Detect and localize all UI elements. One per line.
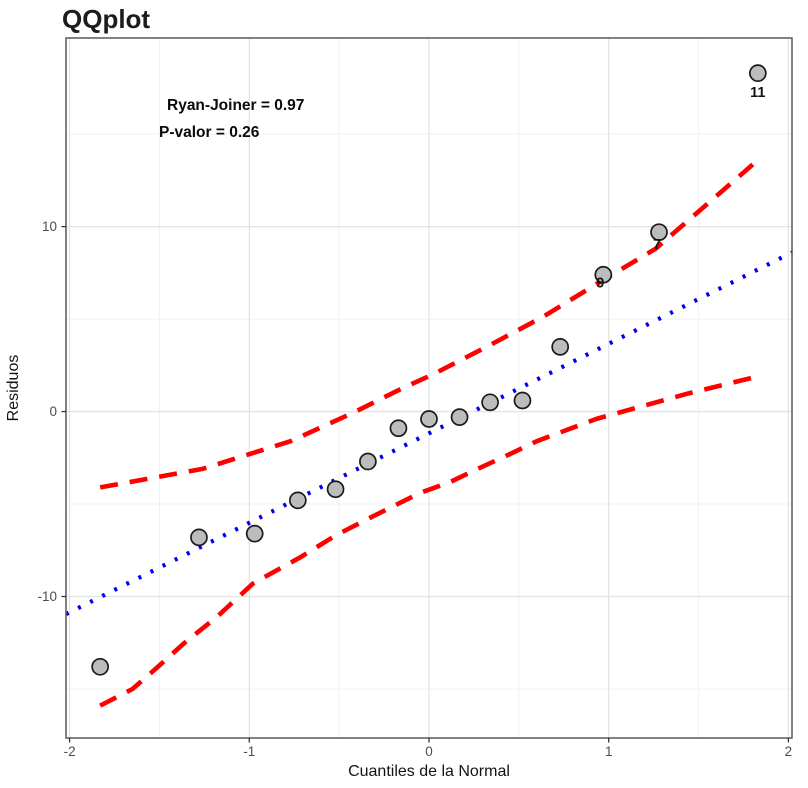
plot-title: QQplot xyxy=(62,4,151,34)
data-point xyxy=(245,524,264,543)
annotation-p-valor: P-valor = 0.26 xyxy=(159,124,260,141)
data-point xyxy=(481,393,499,412)
data-point xyxy=(288,491,307,510)
x-tick-label: 1 xyxy=(605,744,613,759)
y-tick-label: 10 xyxy=(42,219,57,234)
y-tick-label: -10 xyxy=(37,589,57,604)
x-axis-title: Cuantiles de la Normal xyxy=(348,763,510,780)
x-tick-label: 2 xyxy=(785,744,793,759)
upper-confidence-band xyxy=(99,158,760,490)
data-point xyxy=(420,410,438,428)
data-point xyxy=(749,64,767,82)
data-point xyxy=(594,265,613,284)
data-point xyxy=(190,528,208,547)
annotation-ryan-joiner: Ryan-Joiner = 0.97 xyxy=(167,97,305,114)
point-label: 7 xyxy=(653,237,661,253)
x-tick-label: -2 xyxy=(64,744,76,759)
data-point xyxy=(551,338,570,356)
x-tick-label: -1 xyxy=(243,744,255,759)
data-point xyxy=(450,408,469,426)
x-tick-label: 0 xyxy=(425,744,433,759)
data-point xyxy=(359,452,377,471)
point-label: 9 xyxy=(596,276,604,292)
y-axis-title: Residuos xyxy=(5,354,22,422)
point-label: 11 xyxy=(750,85,765,101)
lower-confidence-band xyxy=(99,374,759,708)
data-point xyxy=(389,419,408,438)
data-point xyxy=(650,223,668,242)
qq-reference-line xyxy=(65,250,793,616)
data-point xyxy=(326,480,345,499)
data-point xyxy=(513,391,532,410)
data-point xyxy=(91,657,109,676)
y-tick-label: 0 xyxy=(49,404,57,419)
